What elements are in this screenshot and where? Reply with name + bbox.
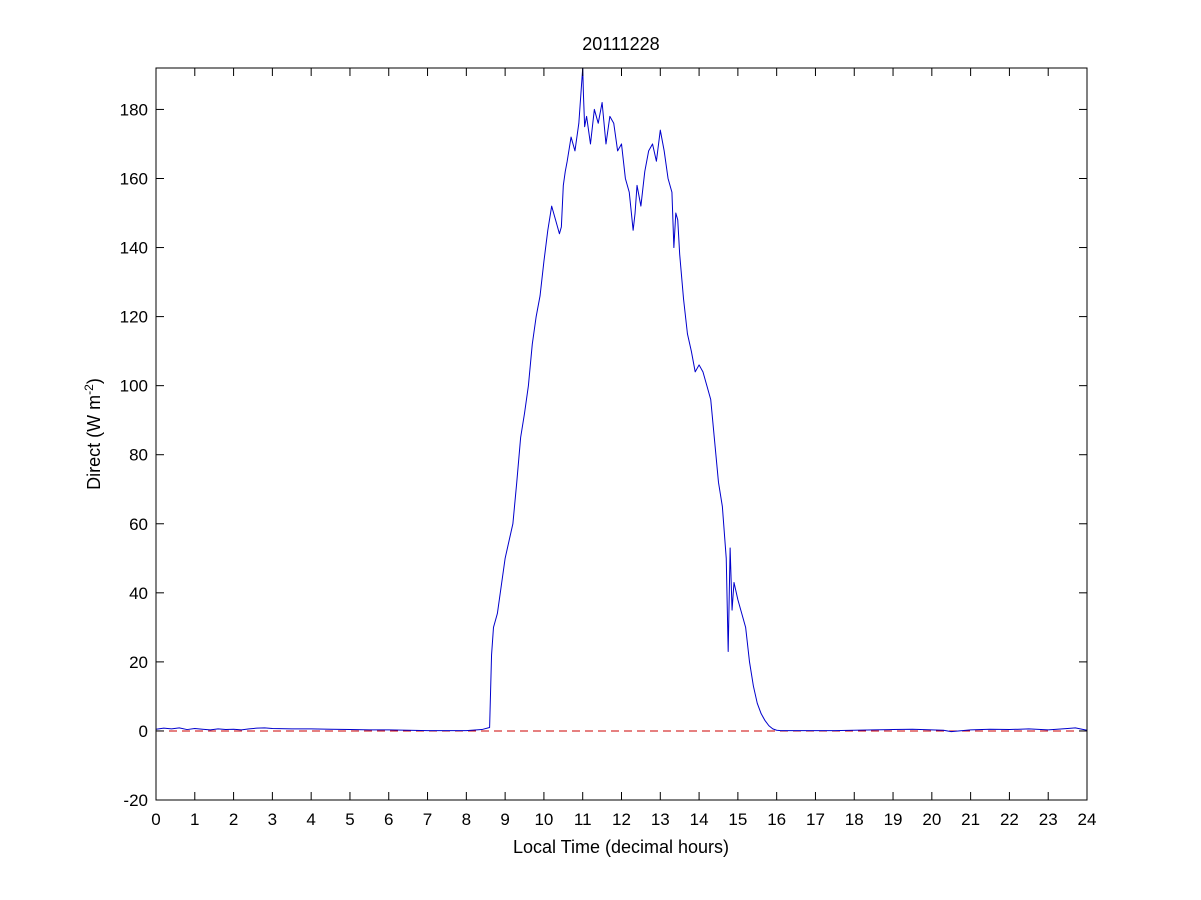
x-tick-label: 23 [1039, 810, 1058, 829]
plot-area: 0 1 2 3 4 5 6 7 8 9 10 11 12 13 14 15 16 17 18 19 20 21 22 23 24… [120, 67, 1096, 829]
x-tick-label: 10 [534, 810, 553, 829]
x-tick-label: 15 [728, 810, 747, 829]
x-ticks: 0 1 2 3 4 5 6 7 8 9 10 11 12 13 14 15 16 17 18 19 20 21 22 23 24 [151, 68, 1096, 829]
x-tick-label: 19 [884, 810, 903, 829]
x-tick-label: 5 [345, 810, 354, 829]
x-tick-label: 1 [190, 810, 199, 829]
plot-background [156, 68, 1087, 800]
y-tick-label: 20 [129, 653, 148, 672]
y-axis-title: Direct (W m-2) [82, 378, 104, 490]
y-tick-label: -20 [123, 791, 148, 810]
x-tick-label: 11 [574, 810, 592, 829]
x-tick-label: 20 [922, 810, 941, 829]
x-tick-label: 4 [306, 810, 315, 829]
x-tick-label: 9 [500, 810, 509, 829]
x-tick-label: 17 [806, 810, 825, 829]
x-axis-title: Local Time (decimal hours) [513, 837, 729, 857]
x-tick-label: 7 [423, 810, 432, 829]
chart-title: 20111228 [582, 34, 659, 54]
y-axis-title-prefix: Direct (W m [84, 395, 104, 490]
x-tick-label: 24 [1078, 810, 1097, 829]
y-axis-title-suffix: ) [84, 378, 104, 384]
y-tick-label: 80 [129, 446, 148, 465]
y-axis-title-superscript: -2 [82, 384, 96, 395]
x-tick-label: 16 [767, 810, 786, 829]
x-tick-label: 18 [845, 810, 864, 829]
y-tick-label: 100 [120, 377, 148, 396]
y-tick-label: 160 [120, 169, 148, 188]
y-tick-label: 0 [139, 722, 148, 741]
x-tick-label: 0 [151, 810, 160, 829]
x-tick-label: 12 [612, 810, 631, 829]
x-tick-label: 14 [690, 810, 709, 829]
x-tick-label: 22 [1000, 810, 1019, 829]
y-tick-label: 120 [120, 308, 148, 327]
x-tick-label: 6 [384, 810, 393, 829]
x-tick-label: 21 [961, 810, 980, 829]
x-tick-label: 2 [229, 810, 238, 829]
y-tick-label: 60 [129, 515, 148, 534]
y-tick-label: 180 [120, 100, 148, 119]
x-tick-label: 3 [268, 810, 277, 829]
x-tick-label: 8 [462, 810, 471, 829]
series-line-0 [155, 67, 1088, 733]
y-tick-label: 140 [120, 239, 148, 258]
series-group [155, 67, 1088, 733]
x-tick-label: 13 [651, 810, 670, 829]
y-ticks: -20 0 20 40 60 80 100 120 140 160 180 [120, 100, 1087, 810]
y-tick-label: 40 [129, 584, 148, 603]
